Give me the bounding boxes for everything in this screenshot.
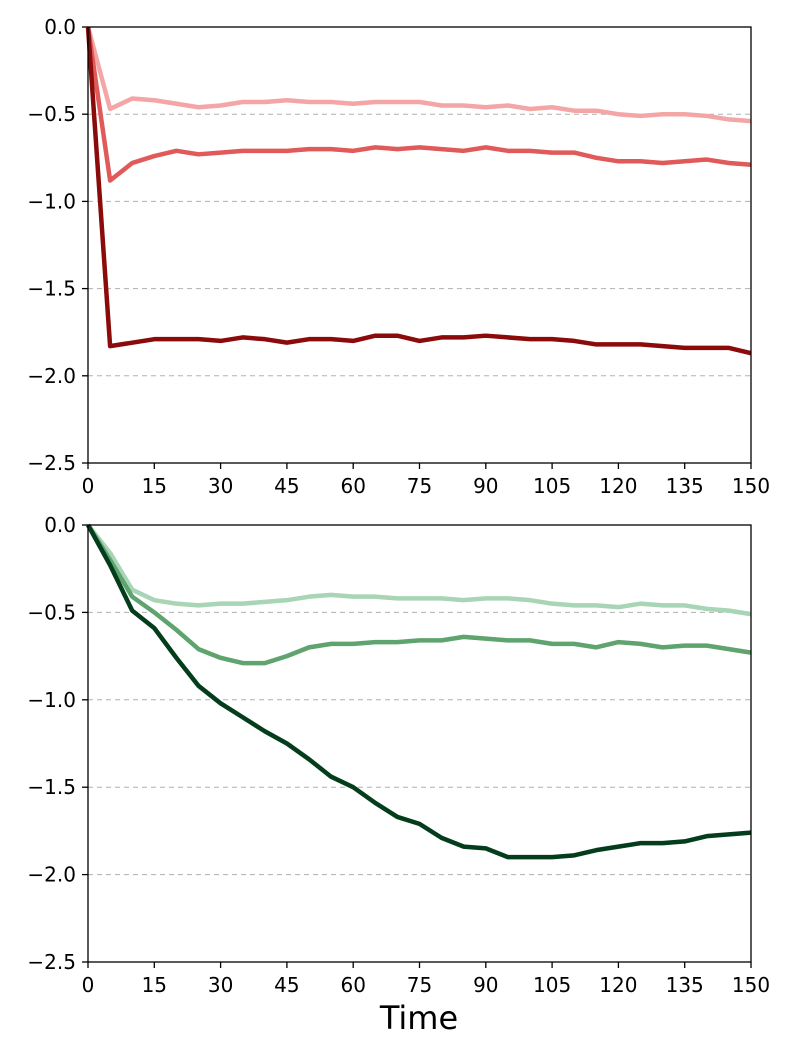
x-tick-label: 60	[340, 973, 365, 997]
top-panel: 0.0 −0.5 −1.0 −1.5 −2.0 −2.50 15 30 45 60 75 90 105 1…	[27, 15, 770, 498]
y-tick-label: 0.0	[44, 15, 76, 39]
bottom-panel: 0.0 −0.5 −1.0 −1.5 −2.0 −2.50 15 30 45 60 75 90 105 1…	[27, 513, 770, 997]
x-tick-label: 0	[82, 474, 95, 498]
x-tick-label: 150	[732, 973, 770, 997]
x-tick-label: 105	[533, 973, 571, 997]
y-tick-label: −0.5	[27, 600, 76, 624]
series-line-1	[85, 26, 752, 124]
y-tick-label: −1.5	[27, 775, 76, 799]
x-tick-label: 90	[473, 474, 498, 498]
y-tick-label: −1.0	[27, 688, 76, 712]
x-tick-label: 45	[274, 474, 299, 498]
y-tick-label: −2.0	[27, 863, 76, 887]
y-tick-label: −2.0	[27, 364, 76, 388]
x-tick-label: 135	[666, 973, 704, 997]
x-tick-label: 75	[407, 973, 432, 997]
y-tick-label: 0.0	[44, 513, 76, 537]
series-line-2	[85, 26, 752, 183]
plot-frame	[87, 26, 752, 464]
x-axis-title: Time	[379, 999, 458, 1037]
series-line-1	[86, 523, 752, 617]
x-tick-label: 120	[599, 474, 637, 498]
y-tick-label: −0.5	[27, 102, 76, 126]
y-tick-label: −1.5	[27, 277, 76, 301]
x-tick-label: 150	[732, 474, 770, 498]
y-tick-label: −2.5	[27, 451, 76, 475]
x-tick-label: 45	[274, 973, 299, 997]
plot-frame	[87, 524, 752, 963]
x-tick-label: 60	[340, 474, 365, 498]
x-tick-label: 90	[473, 973, 498, 997]
x-tick-label: 15	[142, 474, 167, 498]
y-tick-label: −2.5	[27, 950, 76, 974]
series-line-3	[85, 26, 752, 356]
x-tick-label: 30	[208, 474, 233, 498]
x-tick-label: 15	[142, 973, 167, 997]
x-tick-label: 30	[208, 973, 233, 997]
x-tick-label: 105	[533, 474, 571, 498]
x-tick-label: 75	[407, 474, 432, 498]
x-tick-label: 0	[82, 973, 95, 997]
y-tick-label: −1.0	[27, 189, 76, 213]
series-line-3	[86, 523, 752, 860]
series-line-2	[86, 523, 752, 666]
x-tick-label: 120	[599, 973, 637, 997]
x-tick-label: 135	[666, 474, 704, 498]
